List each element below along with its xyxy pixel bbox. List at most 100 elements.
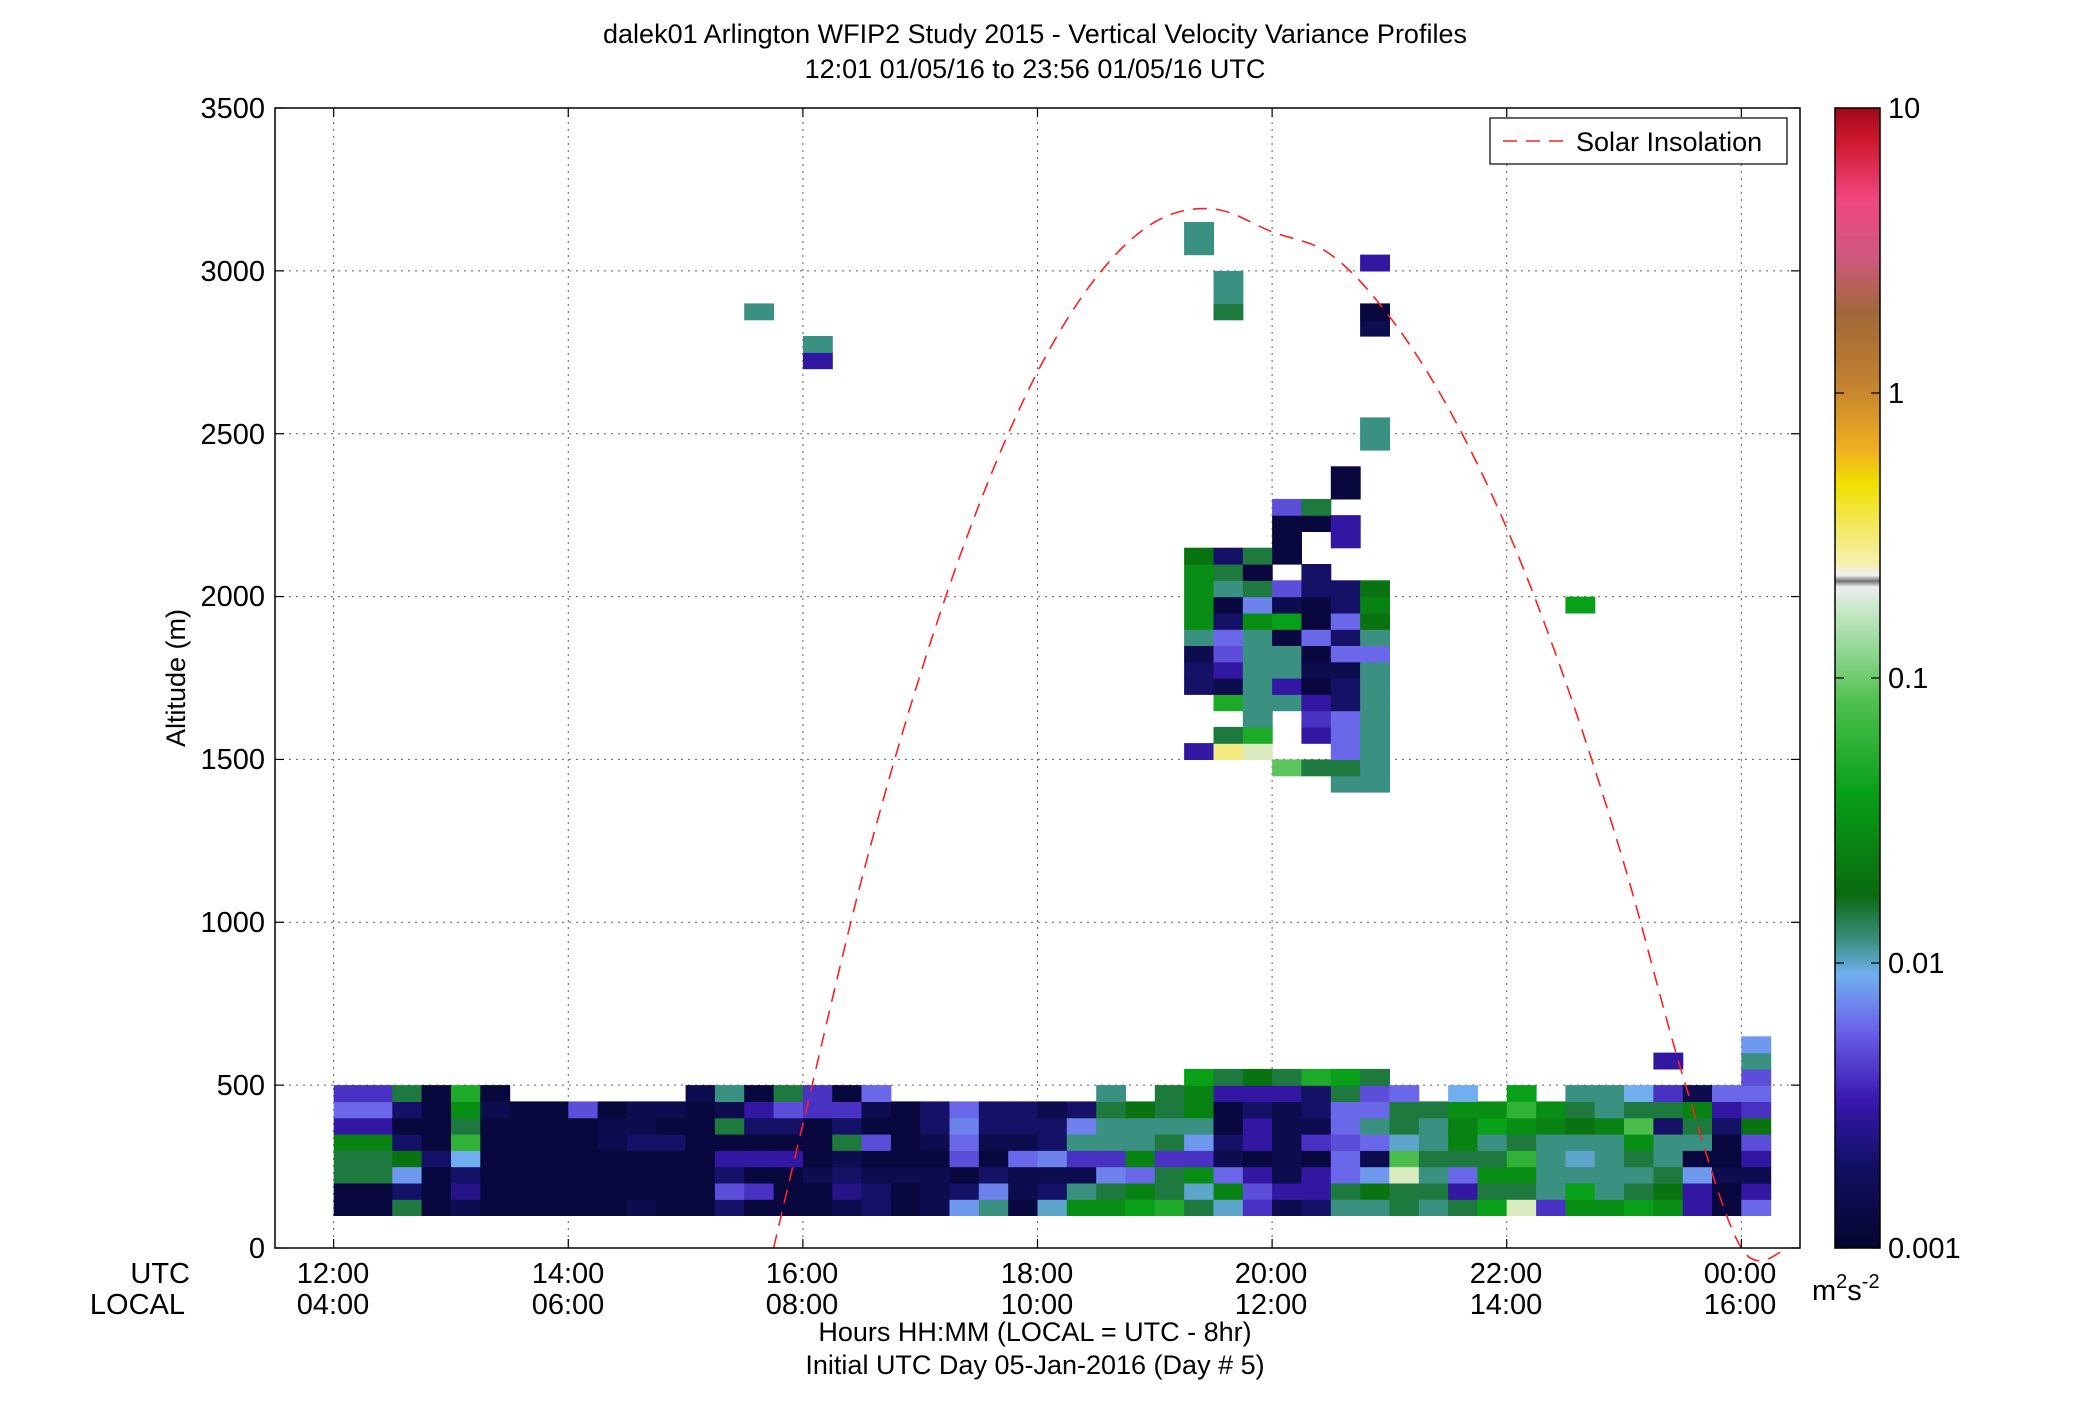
plot-area [275,108,1800,1248]
heatmap-cell [656,1101,687,1119]
heatmap-cell [1712,1134,1742,1151]
heatmap-cell [392,1117,423,1135]
heatmap-cell [832,1101,863,1119]
heatmap-cell [363,1166,393,1184]
heatmap-cell [392,1101,423,1119]
heatmap-cell [480,1182,511,1200]
heatmap-cell [1389,1085,1420,1102]
heatmap-cell [1682,1182,1713,1200]
heatmap-cell [1184,222,1214,239]
heatmap-cell [1594,1117,1625,1135]
heatmap-cell [1624,1199,1654,1216]
heatmap-cell [1096,1085,1127,1102]
heatmap-cell [714,1101,745,1119]
heatmap-cell [1184,612,1214,630]
legend: Solar Insolation [1489,117,1788,165]
heatmap-cell [1536,1182,1566,1200]
heatmap-cell [1272,1150,1302,1168]
heatmap-cell [714,1150,745,1168]
heatmap-cell [1184,1068,1214,1086]
heatmap-cell [1213,645,1244,663]
heatmap-cell [1154,1150,1185,1168]
heatmap-cell [1125,1166,1156,1184]
heatmap-cell [538,1150,569,1168]
heatmap-cell [363,1150,393,1168]
heatmap-cell [1418,1150,1449,1168]
heatmap-cell [1418,1182,1449,1200]
x-tick-labels-utc: 12:00 14:00 16:00 18:00 20:00 22:00 00:0… [297,1258,1777,1290]
heatmap-cell [1741,1117,1772,1135]
heatmap-cell [1506,1085,1537,1102]
heatmap-cell [1008,1182,1039,1200]
heatmap-cell [1242,710,1273,728]
heatmap-cell [978,1199,1009,1216]
heatmap-cell [1653,1117,1684,1135]
heatmap-cell [1330,629,1361,646]
heatmap-cell [1653,1085,1684,1102]
heatmap-cell [1184,1166,1214,1184]
heatmap-cell [890,1101,921,1119]
x-tick-label-utc: 12:00 [297,1258,370,1290]
heatmap-cell [1213,694,1244,712]
utc-row-label: UTC [130,1258,190,1290]
heatmap-cell [1242,547,1273,565]
heatmap-cell [1272,596,1302,614]
heatmap-cell [1213,1085,1244,1102]
heatmap-cell [802,1134,833,1151]
heatmap-cell [1360,629,1390,646]
heatmap-cell [1184,1134,1214,1151]
heatmap-cell [1389,1134,1420,1151]
heatmap-cell [1712,1085,1742,1102]
heatmap-cell [1272,612,1302,630]
heatmap-cell [1682,1085,1713,1102]
heatmap-cell [1330,1166,1361,1184]
y-tick-label: 1000 [200,907,265,939]
heatmap-cell [949,1166,980,1184]
heatmap-cell [1213,1150,1244,1168]
heatmap-cell [1448,1199,1478,1216]
heatmap-cell [1213,1166,1244,1184]
heatmap-cell [392,1182,423,1200]
heatmap-cell [1360,678,1390,695]
heatmap-cell [685,1117,716,1135]
heatmap-cell [1741,1068,1772,1086]
heatmap-cell [480,1150,511,1168]
heatmap-cell [1330,1134,1361,1151]
heatmap-cell [1066,1150,1097,1168]
heatmap-cell [1360,710,1390,728]
heatmap-cell [1741,1101,1772,1119]
heatmap-cell [802,1199,833,1216]
heatmap-cell [333,1199,364,1216]
heatmap-cell [1330,678,1361,695]
heatmap-cell [1037,1182,1068,1200]
heatmap-cell [1184,1182,1214,1200]
heatmap-cell [1624,1150,1654,1168]
heatmap-cell [1624,1166,1654,1184]
heatmap-cell [1301,1199,1332,1216]
heatmap-cell [1242,1150,1273,1168]
heatmap-cell [421,1166,452,1184]
x-axis-label-day: Initial UTC Day 05-Jan-2016 (Day # 5) [805,1350,1264,1380]
heatmap-cell [392,1085,423,1102]
heatmap-cell [421,1101,452,1119]
heatmap-cell [1506,1134,1537,1151]
heatmap-cell [1154,1101,1185,1119]
heatmap-cell [802,1117,833,1135]
colorbar-unit-sup1: 2 [1836,1271,1847,1293]
heatmap-cell [890,1182,921,1200]
heatmap-cell [1565,1199,1596,1216]
heatmap-cell [1037,1134,1068,1151]
y-tick-label: 500 [217,1070,265,1102]
heatmap-cell [1184,238,1214,256]
heatmap-cell [1506,1182,1537,1200]
heatmap-cell [1330,694,1361,712]
heatmap-cell [1272,1199,1302,1216]
heatmap-cell [949,1199,980,1216]
heatmap-cell [1565,1134,1596,1151]
heatmap-cell [597,1101,628,1119]
heatmap-cells [333,222,1772,1216]
heatmap-cell [1360,743,1390,760]
x-tick-label-local: 08:00 [766,1289,839,1321]
heatmap-cell [509,1199,540,1216]
